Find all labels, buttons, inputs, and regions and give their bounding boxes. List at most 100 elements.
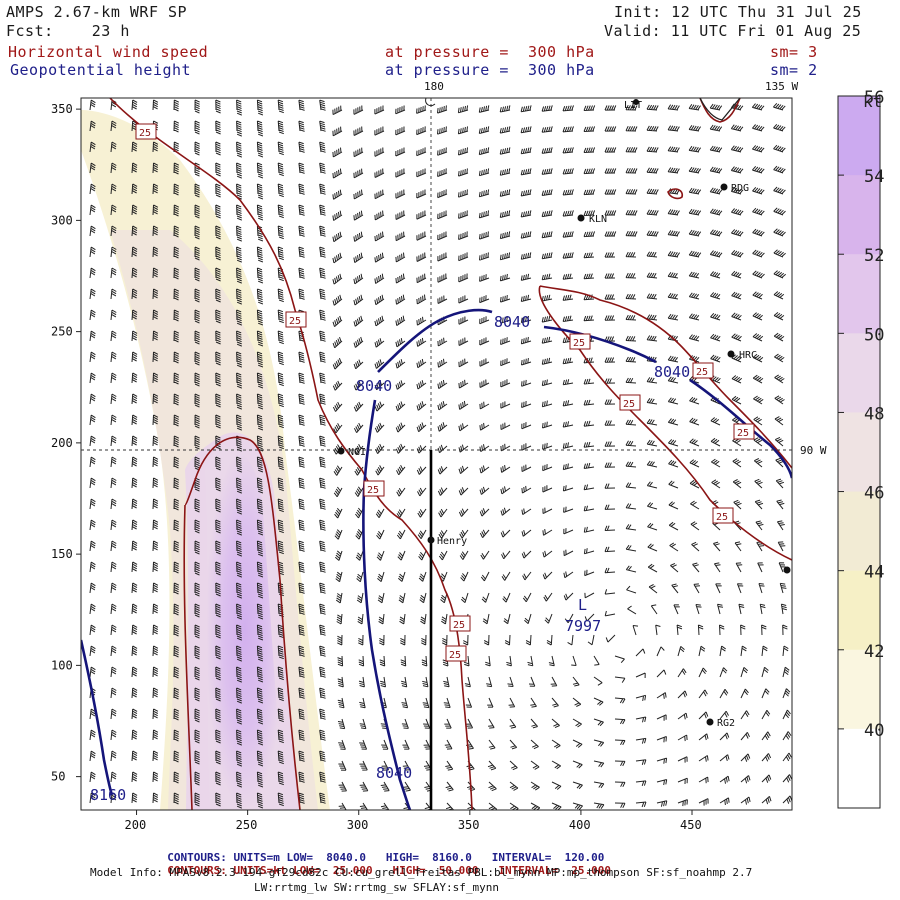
wind-barb: [319, 183, 326, 195]
wind-barb: [583, 231, 596, 238]
wind-barb: [541, 315, 553, 323]
speed-shade-54: [205, 446, 285, 810]
wind-barb: [332, 401, 343, 412]
wind-barb: [752, 207, 765, 216]
wind-barb: [395, 210, 406, 220]
wind-barb: [152, 519, 159, 531]
wind-barb: [583, 210, 596, 217]
wind-barb: [740, 710, 750, 720]
wind-barb: [319, 750, 326, 762]
wind-barb: [667, 167, 680, 174]
wind-barb: [416, 337, 427, 347]
wind-barb: [256, 372, 264, 389]
wind-barb: [445, 760, 454, 771]
wind-barb: [693, 583, 701, 594]
wind-barb: [173, 183, 180, 196]
wind-barb: [635, 737, 647, 744]
wind-barb: [173, 99, 180, 112]
footer-row2-low: LOW= 25.000: [293, 864, 373, 877]
footer-row2: CONTOURS: UNITS=kt LOW= 25.000 HIGH= 50.…: [154, 851, 611, 877]
wind-barb: [670, 562, 679, 573]
wind-barb: [215, 414, 221, 429]
wind-barb: [319, 162, 326, 174]
wind-barb: [778, 562, 786, 573]
wind-barb: [604, 252, 616, 258]
wind-barb: [277, 666, 284, 681]
wind-barb: [462, 634, 469, 646]
wind-barb: [500, 529, 511, 538]
wind-barb: [458, 508, 469, 517]
wind-barb: [277, 330, 284, 345]
wind-barb: [625, 356, 637, 363]
wind-barb: [563, 549, 574, 557]
wind-barb: [110, 519, 117, 531]
wind-barb: [521, 485, 532, 494]
model-info-2: LW:rrtmg_lw SW:rrtmg_sw SFLAY:sf_mynn: [254, 881, 500, 894]
wind-barb: [710, 271, 721, 279]
wind-barb: [89, 204, 96, 216]
wind-barb: [110, 288, 117, 300]
wind-barb: [319, 225, 326, 237]
station-hrc: HRC: [739, 350, 757, 361]
wind-barb: [215, 708, 221, 723]
wind-barb: [719, 797, 730, 806]
wind-barb: [730, 124, 744, 132]
wind-barb: [740, 624, 746, 636]
y-tick-label: 50: [51, 770, 65, 784]
wind-barb: [587, 634, 595, 646]
wind-barb: [731, 249, 744, 258]
wind-barb: [625, 419, 637, 426]
wind-barb: [374, 294, 385, 306]
wind-barb: [440, 592, 448, 604]
wind-barb: [215, 750, 221, 765]
wind-barb: [416, 168, 427, 178]
wind-barb: [338, 781, 347, 792]
wind-barb: [236, 687, 242, 704]
wind-barb: [593, 739, 605, 747]
wind-barb: [625, 209, 638, 216]
wind-barb: [131, 183, 138, 195]
wind-barb: [521, 400, 532, 408]
wind-barb: [584, 592, 595, 599]
wind-barb: [319, 393, 326, 405]
wind-barb: [562, 400, 574, 407]
wind-barb: [277, 246, 284, 261]
wind-barb: [635, 694, 647, 701]
wind-barb: [709, 103, 723, 111]
wind-barb: [110, 351, 117, 363]
footer-row1-low: LOW= 8040.0: [286, 851, 366, 864]
wind-barb: [236, 540, 242, 557]
wind-barb: [131, 141, 138, 153]
wind-barb: [503, 613, 511, 625]
footer-row2-units: UNITS=kt: [233, 864, 287, 877]
wind-barb: [89, 162, 96, 174]
wind-barb: [173, 498, 180, 511]
wind-barb: [298, 561, 305, 573]
wind-barb: [298, 477, 305, 489]
wind-barb: [194, 288, 200, 303]
wind-barb: [353, 273, 364, 285]
init-time: Init: 12 UTC Thu 31 Jul 25: [614, 3, 862, 21]
wind-barb: [604, 126, 617, 132]
wind-barb: [173, 540, 180, 553]
wind-barb: [374, 422, 385, 433]
wind-barb: [89, 120, 96, 132]
wind-barb: [374, 315, 385, 327]
wind-barb: [761, 624, 767, 636]
wind-barb: [354, 486, 364, 497]
wind-barb: [647, 563, 658, 573]
wind-barb: [627, 605, 637, 615]
wind-barb: [550, 676, 558, 687]
wind-barb: [604, 589, 616, 595]
wind-barb: [457, 105, 469, 114]
wind-barb: [689, 417, 700, 426]
station-dot: [577, 214, 585, 222]
wind-barb: [194, 477, 200, 492]
wind-barb: [646, 335, 658, 342]
wind-barb: [277, 288, 284, 303]
x-tick-label: 200: [125, 818, 147, 832]
wind-barb: [688, 271, 700, 279]
wind-barb: [614, 655, 625, 664]
wind-barb: [110, 225, 117, 237]
wind-barb: [541, 357, 553, 365]
